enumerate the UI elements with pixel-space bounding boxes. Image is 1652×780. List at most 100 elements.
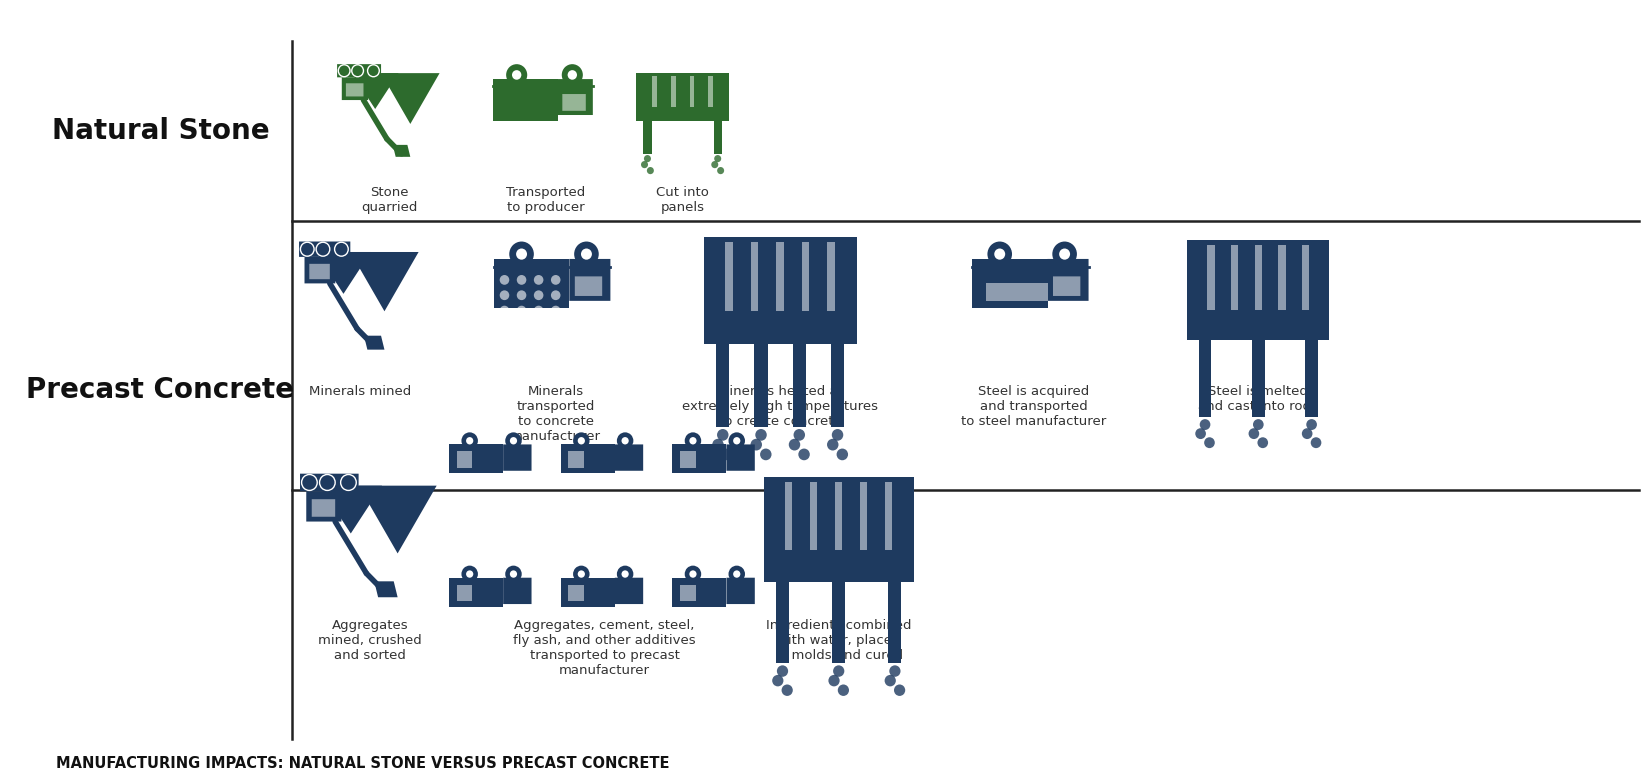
Circle shape bbox=[828, 439, 839, 451]
Circle shape bbox=[722, 448, 733, 460]
Text: Precast Concrete: Precast Concrete bbox=[26, 376, 294, 404]
Bar bbox=[885, 482, 892, 550]
Circle shape bbox=[339, 65, 350, 76]
FancyBboxPatch shape bbox=[727, 578, 755, 604]
Circle shape bbox=[573, 432, 590, 449]
Circle shape bbox=[367, 65, 380, 76]
Circle shape bbox=[1310, 438, 1322, 448]
Polygon shape bbox=[319, 486, 382, 534]
FancyBboxPatch shape bbox=[1047, 259, 1089, 301]
Bar bbox=[785, 482, 793, 550]
Text: Stone
quarried: Stone quarried bbox=[362, 186, 418, 214]
Circle shape bbox=[534, 306, 544, 315]
Bar bbox=[560, 445, 615, 473]
Circle shape bbox=[689, 437, 697, 445]
Text: Natural Stone: Natural Stone bbox=[51, 117, 269, 145]
Circle shape bbox=[517, 290, 527, 300]
Bar bbox=[1256, 245, 1262, 310]
FancyBboxPatch shape bbox=[345, 83, 363, 97]
Circle shape bbox=[833, 429, 843, 441]
Circle shape bbox=[621, 437, 629, 445]
Circle shape bbox=[712, 439, 724, 451]
Circle shape bbox=[712, 161, 719, 168]
Circle shape bbox=[648, 167, 654, 174]
FancyBboxPatch shape bbox=[337, 64, 382, 77]
Circle shape bbox=[733, 570, 740, 578]
Circle shape bbox=[1252, 419, 1264, 430]
Bar bbox=[750, 242, 758, 311]
Circle shape bbox=[316, 243, 330, 256]
Circle shape bbox=[534, 290, 544, 300]
Bar bbox=[560, 578, 615, 607]
Circle shape bbox=[499, 290, 509, 300]
Circle shape bbox=[517, 275, 527, 285]
Circle shape bbox=[733, 437, 740, 445]
Circle shape bbox=[995, 249, 1004, 260]
Circle shape bbox=[562, 64, 583, 86]
Circle shape bbox=[550, 275, 560, 285]
FancyBboxPatch shape bbox=[342, 77, 368, 100]
Circle shape bbox=[1059, 249, 1070, 260]
Bar bbox=[636, 73, 730, 121]
Bar bbox=[834, 482, 843, 550]
Bar bbox=[776, 582, 790, 664]
Circle shape bbox=[517, 306, 527, 315]
Bar bbox=[809, 482, 818, 550]
Polygon shape bbox=[358, 486, 436, 554]
Text: Cut into
panels: Cut into panels bbox=[656, 186, 709, 214]
FancyBboxPatch shape bbox=[301, 473, 358, 491]
Circle shape bbox=[838, 685, 849, 696]
Bar bbox=[1302, 245, 1310, 310]
Bar bbox=[793, 344, 806, 427]
Bar bbox=[725, 242, 733, 311]
Bar bbox=[833, 582, 846, 664]
Circle shape bbox=[684, 566, 700, 583]
Circle shape bbox=[1199, 419, 1211, 430]
Circle shape bbox=[582, 249, 591, 260]
Bar bbox=[672, 578, 727, 607]
FancyBboxPatch shape bbox=[1052, 276, 1080, 296]
Circle shape bbox=[568, 70, 577, 80]
Polygon shape bbox=[350, 252, 418, 311]
Circle shape bbox=[689, 570, 697, 578]
Circle shape bbox=[510, 437, 517, 445]
Circle shape bbox=[352, 65, 363, 76]
Bar bbox=[973, 259, 1047, 308]
Circle shape bbox=[340, 474, 357, 491]
Polygon shape bbox=[363, 335, 385, 349]
Circle shape bbox=[798, 448, 809, 460]
Text: Steel is melted
and cast into rods: Steel is melted and cast into rods bbox=[1198, 385, 1318, 413]
Bar bbox=[458, 584, 472, 601]
Bar bbox=[831, 344, 844, 427]
Circle shape bbox=[499, 306, 509, 315]
Circle shape bbox=[714, 155, 722, 162]
Bar bbox=[1279, 245, 1285, 310]
Circle shape bbox=[641, 161, 648, 168]
Circle shape bbox=[788, 439, 800, 451]
Circle shape bbox=[988, 242, 1013, 267]
Bar bbox=[801, 242, 809, 311]
FancyBboxPatch shape bbox=[575, 276, 603, 296]
Circle shape bbox=[1204, 438, 1214, 448]
Bar bbox=[681, 452, 695, 468]
Text: Steel is acquired
and transported
to steel manufacturer: Steel is acquired and transported to ste… bbox=[961, 385, 1107, 428]
Circle shape bbox=[506, 432, 522, 449]
Bar bbox=[1252, 340, 1264, 417]
Circle shape bbox=[575, 242, 598, 267]
Circle shape bbox=[750, 439, 762, 451]
Circle shape bbox=[319, 474, 335, 491]
Bar bbox=[1305, 340, 1318, 417]
Bar bbox=[671, 76, 676, 107]
Bar bbox=[1208, 245, 1214, 310]
Polygon shape bbox=[382, 73, 439, 124]
Circle shape bbox=[621, 570, 629, 578]
Circle shape bbox=[884, 675, 895, 686]
Circle shape bbox=[512, 70, 522, 80]
Circle shape bbox=[573, 566, 590, 583]
Bar bbox=[494, 79, 558, 121]
Circle shape bbox=[729, 432, 745, 449]
Circle shape bbox=[776, 665, 788, 677]
Text: Transported
to producer: Transported to producer bbox=[506, 186, 585, 214]
Circle shape bbox=[578, 570, 585, 578]
Text: Ingredients combined
with water, placed
in molds and cured: Ingredients combined with water, placed … bbox=[767, 619, 912, 662]
